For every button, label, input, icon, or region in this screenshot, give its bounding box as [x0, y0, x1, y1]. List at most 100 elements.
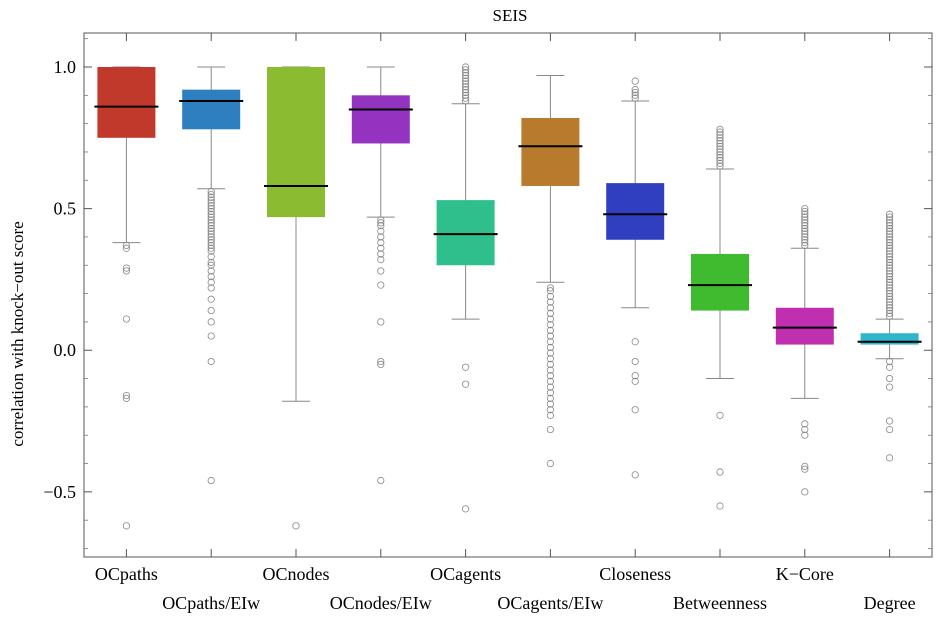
outlier-point [207, 278, 215, 286]
outlier-point [207, 216, 215, 224]
outlier-point [122, 241, 131, 250]
outlier-point [207, 222, 215, 230]
outlier-point [461, 74, 470, 82]
outlier-point [801, 462, 809, 470]
outlier-point [546, 389, 555, 397]
outlier-point [885, 284, 894, 292]
outlier-point [546, 377, 555, 385]
outlier-point [546, 394, 555, 402]
outlier-point [377, 219, 385, 227]
x-tick-label: OCnodes [263, 564, 330, 584]
outlier-point [885, 309, 894, 318]
outlier-point [631, 94, 639, 102]
outlier-point [122, 315, 131, 323]
outlier-point [546, 425, 555, 434]
outlier-point [207, 190, 215, 199]
box-ocpaths-eiw [182, 89, 241, 130]
outlier-point [377, 250, 385, 258]
box-group-3: OCnodes/EIw [330, 33, 432, 613]
outlier-point [885, 261, 894, 269]
outlier-point [801, 420, 809, 428]
x-tick-label: OCagents/EIw [497, 593, 603, 613]
outlier-point [377, 267, 385, 275]
outlier-point [546, 284, 555, 292]
outlier-point [207, 332, 215, 340]
outlier-point [122, 394, 131, 402]
outlier-point [885, 244, 894, 252]
outlier-point [885, 289, 894, 298]
outlier-point [885, 230, 894, 238]
outlier-point [885, 301, 894, 309]
outlier-point [207, 202, 215, 210]
outlier-point [631, 86, 639, 94]
y-axis-label: correlation with knock−out score [8, 221, 27, 446]
outlier-point [801, 465, 809, 473]
outlier-point [461, 77, 470, 85]
outlier-point [801, 233, 809, 241]
x-tick-label: Degree [864, 593, 916, 613]
outlier-point [377, 244, 385, 252]
outlier-point [716, 502, 724, 510]
outlier-point [716, 154, 724, 162]
outlier-point [801, 210, 809, 218]
x-tick-label: K−Core [776, 564, 834, 584]
y-tick-label: −0.5 [43, 482, 76, 502]
outlier-point [801, 213, 809, 221]
x-tick-label: OCpaths [95, 564, 158, 584]
outlier-point [461, 86, 470, 94]
outlier-point [546, 309, 555, 318]
outlier-point [716, 156, 724, 165]
outlier-point [801, 216, 809, 224]
outlier-point [885, 258, 894, 267]
outlier-point [801, 425, 809, 434]
outlier-point [885, 417, 894, 425]
outlier-point [885, 454, 894, 462]
outlier-point [207, 295, 215, 303]
x-tick-label: OCnodes/EIw [330, 593, 432, 613]
outlier-point [716, 159, 724, 167]
y-tick-label: 0.0 [54, 340, 77, 360]
outlier-point [207, 205, 215, 213]
box-degree [860, 333, 919, 345]
outlier-point [546, 292, 555, 301]
outlier-point [207, 193, 215, 201]
outlier-point [801, 205, 809, 213]
box-group-5: OCagents/EIw [497, 33, 603, 613]
outlier-point [885, 216, 894, 224]
outlier-point [801, 431, 809, 439]
outlier-point [801, 227, 809, 235]
outlier-point [801, 239, 809, 247]
outlier-point [885, 278, 894, 286]
outlier-point [885, 236, 894, 244]
outlier-point [377, 239, 385, 247]
outlier-point [885, 255, 894, 264]
outlier-point [122, 267, 131, 275]
outlier-point [801, 224, 809, 233]
outlier-point [885, 425, 894, 434]
box-group-8: K−Core [772, 33, 837, 584]
outlier-point [207, 210, 215, 218]
outlier-point [207, 272, 215, 281]
box-ocagents [436, 200, 495, 266]
box-group-6: Closeness [599, 33, 671, 584]
box-group-2: OCnodes [263, 33, 330, 584]
outlier-point [122, 264, 131, 272]
outlier-point [716, 125, 724, 133]
outlier-point [207, 207, 215, 216]
outlier-point [461, 66, 470, 74]
outlier-point [207, 188, 215, 196]
outlier-point [207, 230, 215, 238]
outlier-point [631, 338, 639, 346]
outlier-point [546, 406, 555, 414]
outlier-point [631, 91, 639, 99]
outlier-point [631, 471, 639, 479]
x-tick-label: Betweenness [673, 593, 767, 613]
outlier-point [377, 318, 385, 326]
y-tick-label: 1.0 [54, 57, 77, 77]
box-ocpaths [97, 66, 156, 138]
outlier-point [885, 287, 894, 295]
outlier-point [716, 139, 724, 148]
outlier-point [716, 134, 724, 142]
box-group-0: OCpaths [94, 33, 159, 584]
